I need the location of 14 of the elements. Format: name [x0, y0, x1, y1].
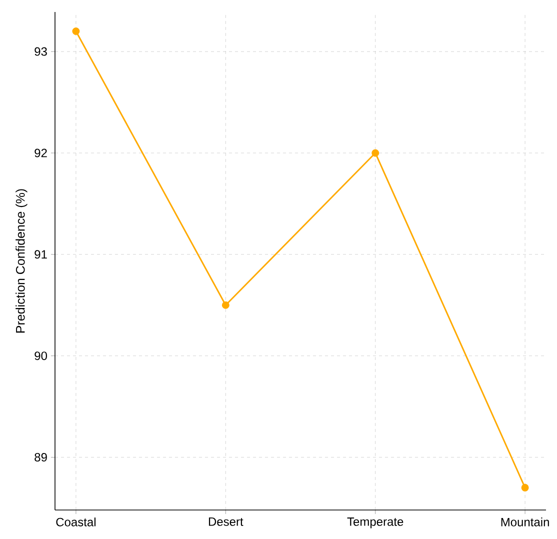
point — [72, 28, 80, 36]
x-tick-label: Mountain — [501, 518, 549, 526]
y-tick-label: 90 — [34, 352, 47, 360]
y-tick-label: 92 — [34, 148, 47, 158]
y-tick-label: 89 — [34, 453, 47, 462]
x-tick-label: Temperate — [347, 518, 404, 528]
point — [222, 301, 230, 309]
point — [521, 484, 529, 492]
y-tick-label: 91 — [34, 250, 47, 259]
x-tick-label: Coastal — [56, 518, 96, 526]
point — [372, 149, 380, 157]
y-axis-title: Prediction Confidence (%) — [16, 189, 28, 333]
x-tick-label: Desert — [208, 518, 244, 526]
y-tick-label: 93 — [34, 47, 47, 56]
